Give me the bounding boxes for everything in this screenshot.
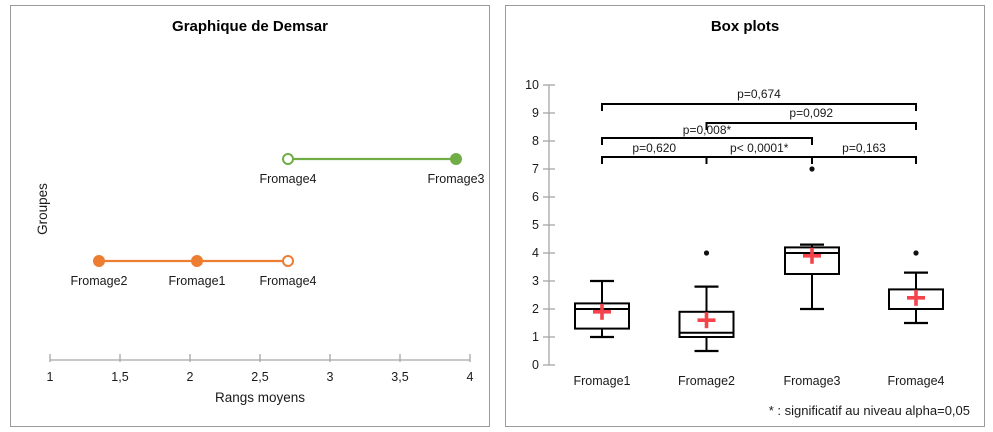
y-axis-title: Groupes [35,183,50,235]
x-tick-label: 4 [467,370,474,384]
boxplot-chart-title: Box plots [710,18,780,35]
demsar-chart-title: Graphique de Demsar [172,18,328,35]
point-label: Fromage4 [260,274,317,288]
outlier-fromage4 [913,250,919,256]
y-tick-label: 0 [532,358,539,372]
data-point-fromage4 [282,153,294,165]
boxplot-chart: 0 1 2 3 4 5 6 7 8 9 10 Fromage1 Fromage2 Fromage3 From… [525,78,945,388]
p-label-bg [722,142,796,154]
category-label-fromage1: Fromage1 [574,374,631,388]
x-tick-label: 2 [187,370,194,384]
p-label-bg [732,88,786,100]
p-value-label: p=0,674 [737,87,781,101]
category-label-fromage3: Fromage3 [784,374,841,388]
significance-footnote: * : significatif au niveau alpha=0,05 [768,403,970,418]
boxplot-chart-panel: Box plots 0 1 2 3 4 5 6 7 8 9 10 Fromage1 Fromage2 Fr… [505,5,985,427]
point-label: Fromage3 [428,172,485,186]
data-point-fromage3 [450,153,462,165]
p-value-label: p=0,092 [789,106,833,120]
y-tick-label: 7 [532,162,539,176]
x-tick-label: 3 [327,370,334,384]
p-value-label: p< 0,0001* [730,141,789,155]
category-label-fromage2: Fromage2 [678,374,735,388]
y-tick-label: 8 [532,134,539,148]
p-label-bg [784,107,838,119]
point-label: Fromage1 [169,274,226,288]
outlier-fromage3 [809,166,815,172]
x-tick-label: 3,5 [391,370,408,384]
p-value-label: p=0,620 [632,141,676,155]
y-tick-label: 9 [532,106,539,120]
point-label: Fromage4 [260,172,317,186]
data-point-fromage1 [191,255,203,267]
data-point-fromage4 [282,255,294,267]
x-tick-label: 2,5 [251,370,268,384]
y-tick-label: 2 [532,302,539,316]
point-label: Fromage2 [71,274,128,288]
p-label-bg [837,142,891,154]
demsar-chart: 1 1,5 2 2,5 3 3,5 4 Rangs moyens Groupes Fromage2… [35,153,485,405]
y-tick-label: 6 [532,190,539,204]
y-tick-label: 3 [532,274,539,288]
category-label-fromage4: Fromage4 [888,374,945,388]
data-point-fromage2 [93,255,105,267]
x-tick-label: 1 [47,370,54,384]
outlier-fromage2 [703,250,710,256]
p-value-label: p=0,163 [842,141,886,155]
y-tick-label: 10 [525,78,539,92]
x-axis-title: Rangs moyens [215,390,305,405]
x-tick-label: 1,5 [111,370,128,384]
p-label-bg [627,142,681,154]
y-tick-label: 1 [532,330,539,344]
demsar-chart-panel: Graphique de Demsar 1 1,5 2 2,5 3 3,5 4 Rangs m… [10,5,490,427]
y-tick-label: 4 [532,246,539,260]
y-tick-label: 5 [532,218,539,232]
